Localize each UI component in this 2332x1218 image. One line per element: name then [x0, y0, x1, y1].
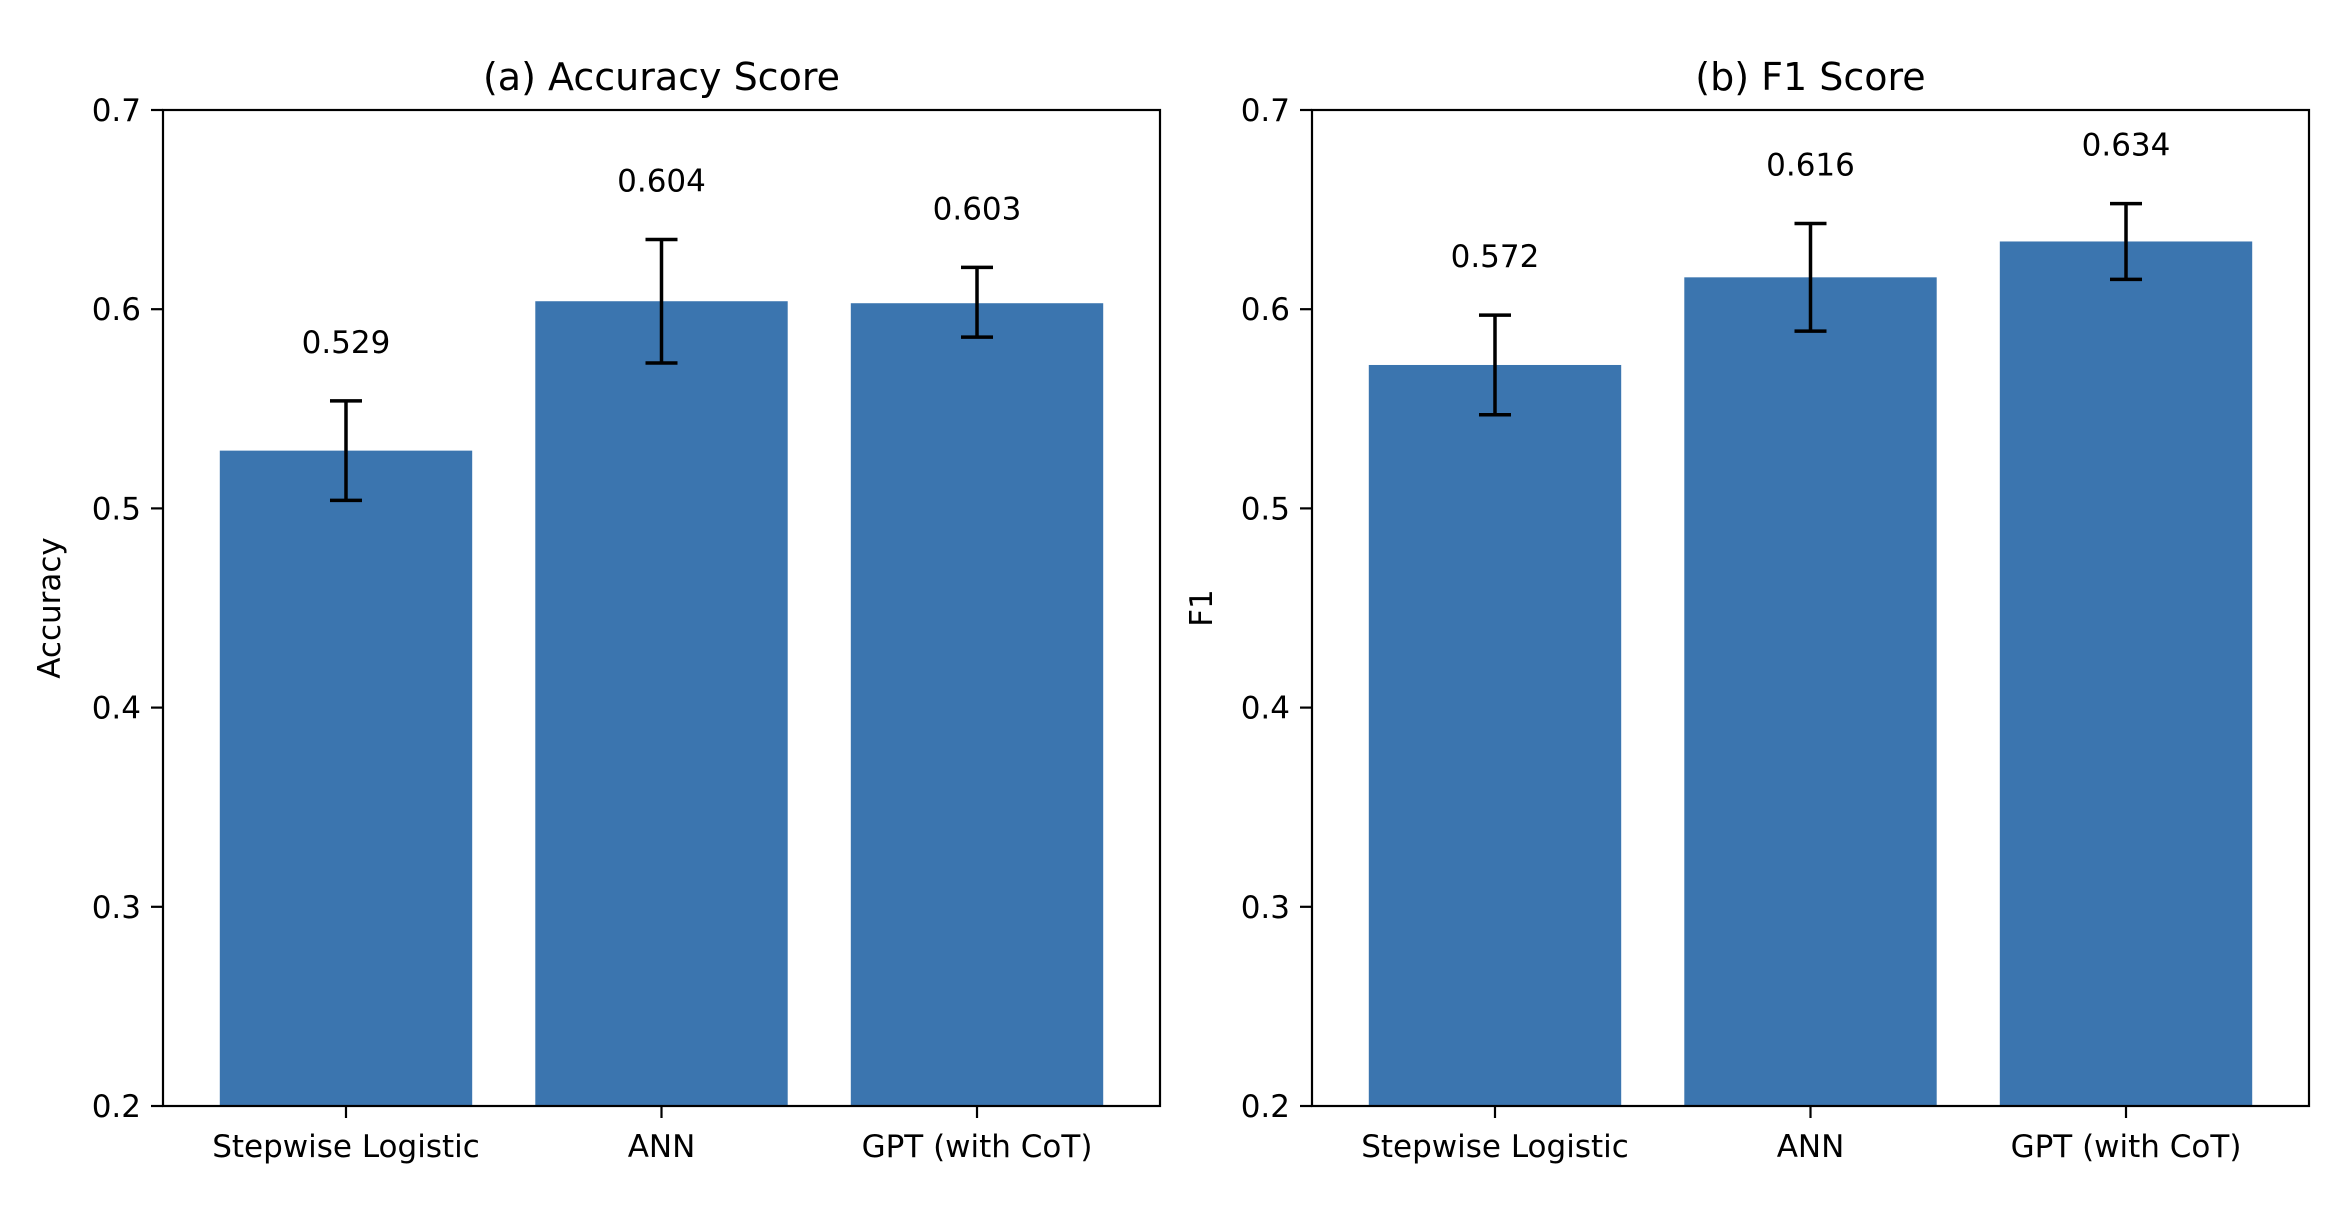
y-tick-label: 0.7 — [1241, 93, 1290, 129]
f1-chart-panel: 0.572 0.616 0.634 0.2 0.3 0.4 0.5 0.6 0.7 Stepwis… — [1184, 55, 2311, 1165]
bar-2 — [1999, 241, 2253, 1107]
y-tick-label: 0.3 — [1241, 890, 1290, 926]
value-label-0: 0.572 — [1451, 239, 1540, 275]
chart-title: (a) Accuracy Score — [483, 55, 840, 99]
value-label-0: 0.529 — [302, 325, 391, 361]
bar-0 — [1368, 364, 1622, 1106]
x-tick-label: Stepwise Logistic — [212, 1129, 480, 1165]
y-axis-label: Accuracy — [32, 537, 68, 679]
error-bar-2 — [961, 265, 994, 339]
error-bar-0 — [1478, 313, 1511, 417]
x-tick-label: Stepwise Logistic — [1361, 1129, 1629, 1165]
error-bar-1 — [1794, 221, 1827, 333]
y-tick-label: 0.5 — [92, 491, 141, 527]
value-label-1: 0.604 — [617, 163, 706, 199]
value-label-1: 0.616 — [1766, 148, 1855, 184]
y-axis-label: F1 — [1184, 589, 1220, 627]
bar-1 — [535, 301, 788, 1106]
y-tick-label: 0.6 — [92, 292, 141, 328]
y-tick-label: 0.4 — [1241, 691, 1290, 727]
y-tick-label: 0.5 — [1241, 491, 1290, 527]
accuracy-chart-panel: 0.529 0.604 0.603 0.2 0.3 0.4 0.5 0.6 0.7 Stepwis… — [32, 55, 1162, 1165]
bar-1 — [1684, 277, 1937, 1106]
chart-title: (b) F1 Score — [1695, 55, 1925, 99]
x-tick-label: GPT (with CoT) — [2011, 1129, 2242, 1165]
y-tick-label: 0.3 — [92, 890, 141, 926]
value-label-2: 0.634 — [2082, 128, 2171, 164]
error-bar-0 — [329, 399, 362, 503]
bar-2 — [850, 303, 1104, 1106]
x-tick-label: GPT (with CoT) — [862, 1129, 1093, 1165]
y-tick-label: 0.6 — [1241, 292, 1290, 328]
x-tick-label: ANN — [628, 1129, 696, 1165]
y-tick-label: 0.2 — [92, 1089, 141, 1125]
error-bar-1 — [645, 237, 678, 365]
x-tick-label: ANN — [1777, 1129, 1845, 1165]
y-tick-label: 0.7 — [92, 93, 141, 129]
y-tick-label: 0.2 — [1241, 1089, 1290, 1125]
error-bar-2 — [2110, 201, 2143, 282]
y-tick-label: 0.4 — [92, 691, 141, 727]
bar-0 — [219, 450, 473, 1107]
value-label-2: 0.603 — [933, 191, 1022, 227]
